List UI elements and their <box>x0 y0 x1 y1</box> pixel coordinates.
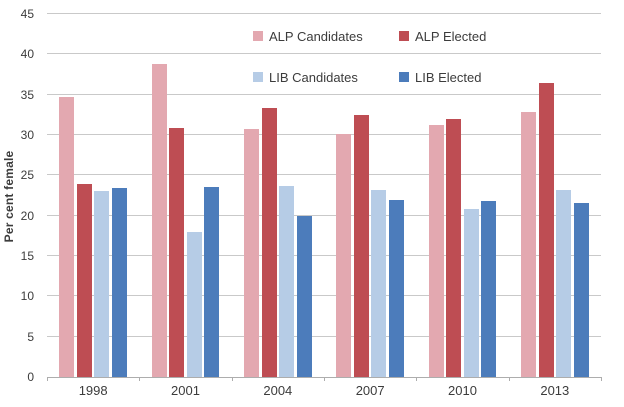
legend-swatch-alp-elected <box>399 31 409 41</box>
bar-alp-candidates-2004 <box>244 129 260 377</box>
legend-label-alp-elected: ALP Elected <box>415 28 487 44</box>
legend-item-alp-elected: ALP Elected <box>399 29 486 43</box>
bar-group-2001 <box>139 14 231 377</box>
x-axis-tick-mark <box>601 377 602 381</box>
y-tick-label-30: 30 <box>20 128 34 142</box>
legend-item-alp-candidates: ALP Candidates <box>253 29 363 43</box>
bar-alp-elected-2004 <box>261 107 277 377</box>
x-axis-tick-mark <box>231 377 233 381</box>
bar-group-2010 <box>416 14 508 377</box>
bar-lib-candidates-1998 <box>94 190 110 377</box>
plot-area <box>47 13 601 378</box>
x-axis-tick-mark <box>508 377 510 381</box>
bar-lib-elected-2004 <box>296 215 312 377</box>
bar-lib-elected-1998 <box>111 188 127 377</box>
gridline-30 <box>47 134 601 135</box>
gridline-20 <box>47 214 601 216</box>
bar-lib-candidates-2007 <box>371 189 387 377</box>
gridline-25 <box>47 174 601 176</box>
legend-label-lib-elected: LIB Elected <box>415 69 482 85</box>
gridline-35 <box>47 93 601 95</box>
bar-alp-elected-2007 <box>353 114 369 377</box>
x-axis-tick-mark <box>416 377 418 381</box>
x-label-2004: 2004 <box>263 383 293 398</box>
bar-lib-candidates-2013 <box>556 189 572 377</box>
bar-alp-candidates-2007 <box>336 134 352 377</box>
legend-label-lib-candidates: LIB Candidates <box>269 69 358 85</box>
bar-lib-candidates-2001 <box>186 231 202 377</box>
bar-alp-elected-1998 <box>76 184 92 377</box>
bar-group-2013 <box>509 14 601 377</box>
y-tick-label-10: 10 <box>20 289 34 304</box>
bar-alp-elected-2013 <box>538 82 554 377</box>
y-axis-tick-labels: 0 5 10 15 20 25 30 35 40 45 <box>0 8 41 383</box>
legend-label-alp-candidates: ALP Candidates <box>269 28 363 44</box>
x-label-2007: 2007 <box>355 383 385 398</box>
bar-alp-candidates-2013 <box>521 112 537 377</box>
bar-alp-candidates-2010 <box>428 124 444 377</box>
y-tick-label-25: 25 <box>20 168 34 183</box>
gridline-15 <box>47 255 601 256</box>
bar-alp-elected-2001 <box>169 127 185 377</box>
x-label-2001: 2001 <box>171 383 200 398</box>
bar-lib-candidates-2010 <box>463 209 479 377</box>
legend-item-lib-candidates: LIB Candidates <box>253 70 358 84</box>
y-tick-label-20: 20 <box>20 208 34 223</box>
bar-alp-candidates-2001 <box>151 64 167 377</box>
legend-swatch-lib-elected <box>399 72 409 82</box>
bar-lib-elected-2010 <box>481 201 497 377</box>
legend-swatch-alp-candidates <box>253 31 263 41</box>
bar-alp-candidates-1998 <box>59 97 75 377</box>
y-tick-label-40: 40 <box>20 47 34 62</box>
bar-group-2007 <box>324 14 416 377</box>
bar-lib-elected-2001 <box>204 186 220 377</box>
bar-group-2004 <box>232 14 324 377</box>
legend-item-lib-elected: LIB Elected <box>399 70 482 84</box>
x-axis-tick-mark <box>324 377 325 381</box>
y-tick-label-5: 5 <box>27 329 34 344</box>
x-axis-labels: 1998 2001 2004 2007 2010 2013 <box>47 384 601 397</box>
x-axis-tick-mark <box>139 377 141 381</box>
x-axis-tick-mark <box>47 377 48 381</box>
bar-group-1998 <box>47 14 139 377</box>
bar-lib-elected-2013 <box>573 202 589 377</box>
bar-lib-candidates-2004 <box>279 185 295 377</box>
y-tick-label-0: 0 <box>27 370 34 384</box>
bar-lib-elected-2007 <box>388 200 404 377</box>
bar-alp-elected-2010 <box>446 118 462 377</box>
x-label-2013: 2013 <box>540 383 570 398</box>
gridline-45 <box>47 13 601 14</box>
gridline-40 <box>47 53 601 55</box>
y-tick-label-45: 45 <box>20 7 34 21</box>
gridline-5 <box>47 335 601 337</box>
gridline-10 <box>47 295 601 297</box>
y-tick-label-35: 35 <box>20 87 34 102</box>
x-label-2010: 2010 <box>448 383 477 398</box>
legend-swatch-lib-candidates <box>253 72 263 82</box>
y-tick-label-15: 15 <box>20 249 34 263</box>
x-label-1998: 1998 <box>78 383 108 398</box>
